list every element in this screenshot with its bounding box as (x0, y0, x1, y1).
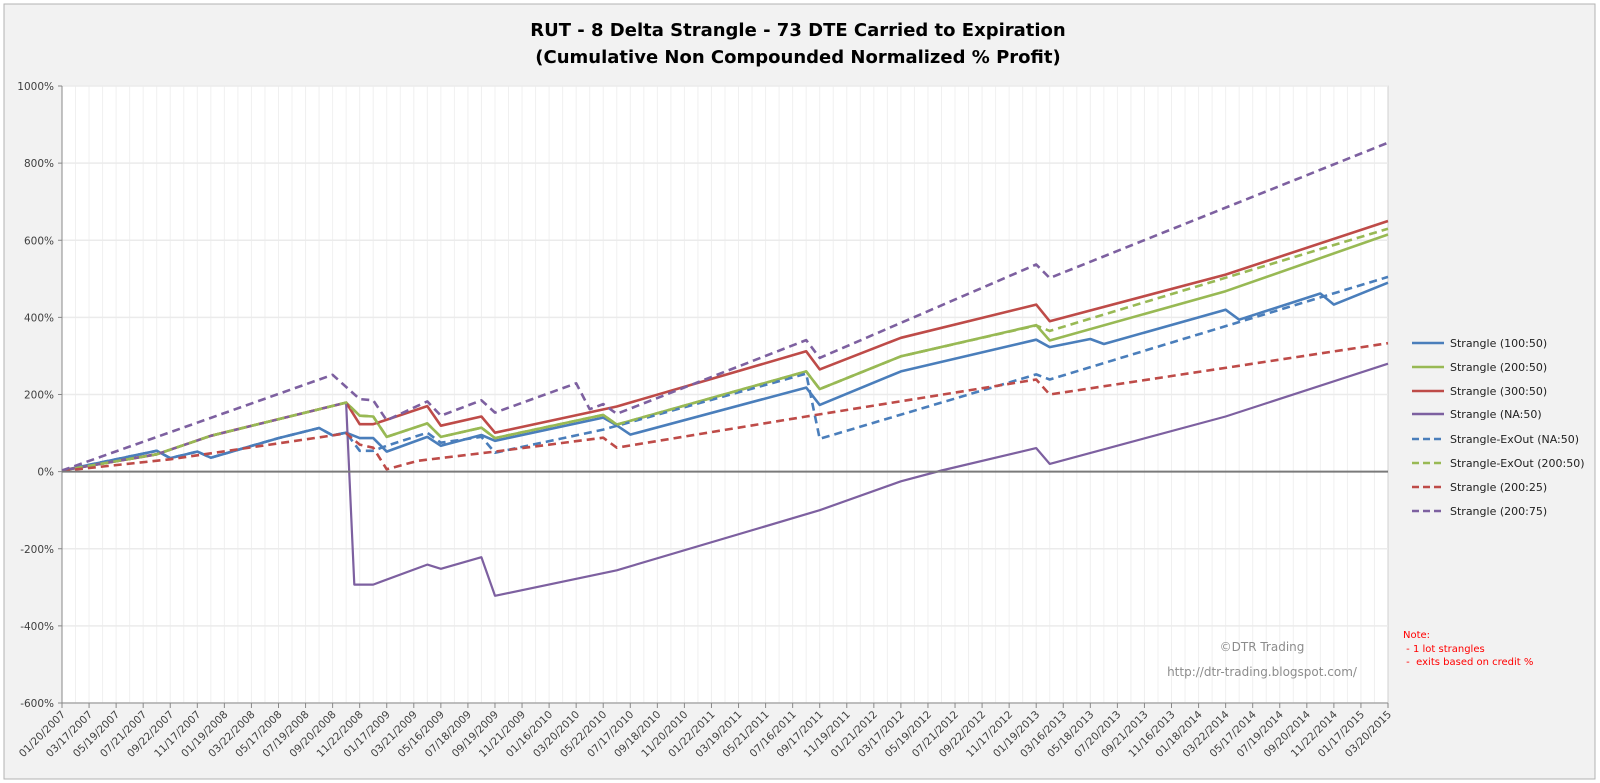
legend-item: Strangle (NA:50) (1412, 408, 1542, 421)
series-lines (61, 141, 1389, 597)
legend-item: Strangle (100:50) (1412, 337, 1547, 350)
note-line: - 1 lot strangles (1403, 644, 1485, 655)
legend-item: Strangle (200:25) (1412, 481, 1547, 494)
legend-item: Strangle (200:50) (1412, 361, 1547, 374)
series-line-8 (61, 141, 1389, 472)
legend-label: Strangle-ExOut (200:50) (1450, 457, 1585, 470)
y-tick-label: 1000% (17, 81, 54, 93)
copyright-watermark: ©DTR Trading (1220, 640, 1305, 654)
legend-label: Strangle (100:50) (1450, 337, 1547, 350)
y-tick-label: -400% (20, 621, 54, 633)
series-line-4 (61, 362, 1389, 597)
legend-item: Strangle (200:75) (1412, 505, 1547, 518)
legend-label: Strangle (300:50) (1450, 385, 1547, 398)
legend: Strangle (100:50) Strangle (200:50) Strang… (1412, 337, 1585, 518)
legend-label: Strangle-ExOut (NA:50) (1450, 433, 1579, 446)
y-axis: 1000% 800% 600% 400% 200% 0% -200% -400% -600% (17, 81, 63, 710)
chart-subtitle: (Cumulative Non Compounded Normalized % … (535, 47, 1060, 68)
legend-item: Strangle (300:50) (1412, 385, 1547, 398)
legend-label: Strangle (200:75) (1450, 505, 1547, 518)
note-title: Note: (1403, 630, 1430, 641)
legend-label: Strangle (200:50) (1450, 361, 1547, 374)
gridlines (62, 85, 1388, 704)
y-tick-label: -200% (20, 544, 54, 556)
chart-title: RUT - 8 Delta Strangle - 73 DTE Carried … (530, 20, 1065, 41)
y-tick-label: 0% (37, 467, 54, 479)
y-tick-label: 800% (24, 158, 54, 170)
legend-label: Strangle (NA:50) (1450, 408, 1542, 421)
legend-item: Strangle-ExOut (NA:50) (1412, 433, 1579, 446)
legend-item: Strangle-ExOut (200:50) (1412, 457, 1585, 470)
url-watermark: http://dtr-trading.blogspot.com/ (1167, 665, 1358, 679)
series-line-7 (61, 341, 1389, 473)
series-line-6 (61, 227, 1389, 472)
note-line: - exits based on credit % (1403, 657, 1533, 668)
y-tick-label: 400% (24, 312, 54, 324)
legend-label: Strangle (200:25) (1450, 481, 1547, 494)
y-tick-label: 200% (24, 390, 54, 402)
y-tick-label: 600% (24, 235, 54, 247)
series-line-5 (61, 275, 1389, 472)
y-tick-label: -600% (20, 698, 54, 710)
